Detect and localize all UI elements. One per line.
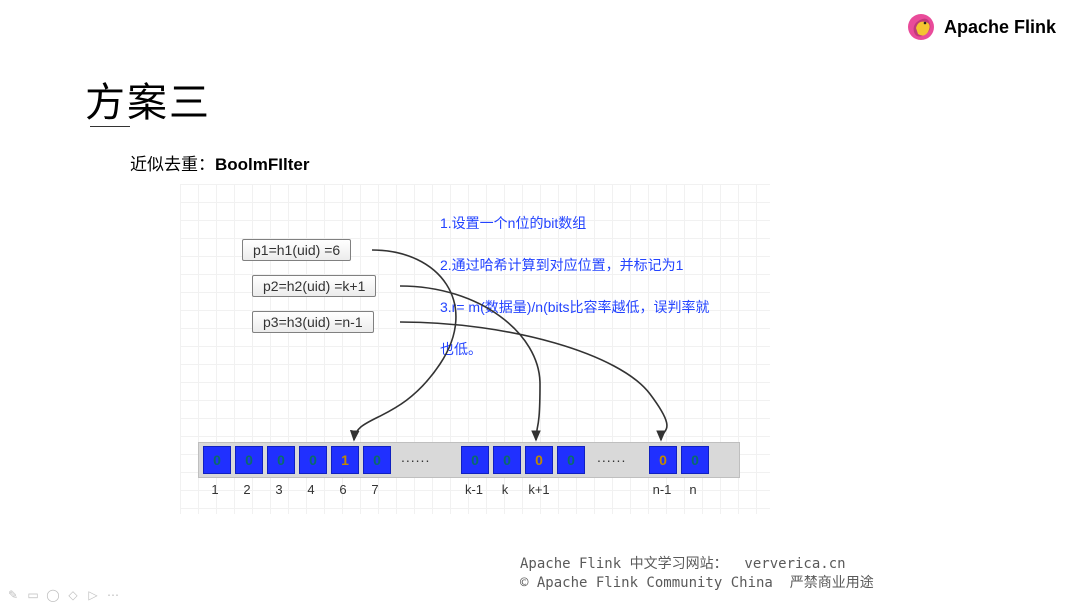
bit-index: k-1 (458, 482, 490, 497)
brand-header: Apache Flink (906, 12, 1056, 42)
bit-cell-hl: 1 (331, 446, 359, 474)
subtitle: 近似去重：BoolmFIlter (130, 150, 309, 175)
explanation-text: 1.设置一个n位的bit数组 2.通过哈希计算到对应位置，并标记为1 3.r= … (440, 192, 750, 360)
bit-index: 7 (362, 482, 388, 497)
pen-icon[interactable]: ✎ (6, 588, 20, 602)
rect-icon[interactable]: ▭ (26, 588, 40, 602)
bit-cell: 0 (267, 446, 295, 474)
editor-toolbar: ✎ ▭ ◯ ◇ ▷ ⋯ (6, 588, 120, 602)
ellipsis: ...... (597, 449, 626, 465)
bit-cell: 0 (557, 446, 585, 474)
hash-box-p1: p1=h1(uid) =6 (242, 239, 351, 261)
bit-cell: 0 (203, 446, 231, 474)
bit-cell: 0 (461, 446, 489, 474)
explain-line-4: 也低。 (440, 341, 482, 357)
bit-index: 1 (202, 482, 228, 497)
hash-box-p2: p2=h2(uid) =k+1 (252, 275, 376, 297)
slide-title: 方案三 (85, 70, 211, 128)
bit-cell: 0 (235, 446, 263, 474)
bloomfilter-diagram: 1.设置一个n位的bit数组 2.通过哈希计算到对应位置，并标记为1 3.r= … (180, 184, 770, 514)
footer-line-2: © Apache Flink Community China 严禁商业用途 (520, 575, 874, 591)
bit-cell: 0 (299, 446, 327, 474)
bit-index: n-1 (646, 482, 678, 497)
pointer-icon[interactable]: ▷ (86, 588, 100, 602)
ellipsis: ...... (401, 449, 430, 465)
bit-index: 2 (234, 482, 260, 497)
bit-index: 6 (330, 482, 356, 497)
subtitle-name: BoolmFIlter (215, 155, 309, 174)
bit-index: n (680, 482, 706, 497)
bit-cell: 0 (363, 446, 391, 474)
bit-index: 4 (298, 482, 324, 497)
circle-icon[interactable]: ◯ (46, 588, 60, 602)
bit-cell: 0 (493, 446, 521, 474)
bit-index: k (492, 482, 518, 497)
title-underline (90, 126, 130, 127)
explain-line-1: 1.设置一个n位的bit数组 (440, 215, 586, 231)
eraser-icon[interactable]: ◇ (66, 588, 80, 602)
bit-index: 3 (266, 482, 292, 497)
explain-line-3: 3.r= m(数据量)/n(bits比容率越低，误判率就 (440, 299, 710, 315)
subtitle-prefix: 近似去重： (130, 155, 215, 174)
footer-text: Apache Flink 中文学习网站： ververica.cn © Apac… (520, 555, 874, 594)
bit-index: k+1 (522, 482, 556, 497)
flink-logo-icon (906, 12, 936, 42)
brand-name: Apache Flink (944, 17, 1056, 38)
bit-cell-hl: 0 (649, 446, 677, 474)
footer-line-1: Apache Flink 中文学习网站： ververica.cn (520, 556, 846, 572)
bit-cell: 0 (681, 446, 709, 474)
bit-array-strip: 0 0 0 0 1 0 ...... 0 0 0 0 ...... 0 0 (198, 442, 740, 478)
more-icon[interactable]: ⋯ (106, 588, 120, 602)
hash-box-p3: p3=h3(uid) =n-1 (252, 311, 374, 333)
bit-cell-hl: 0 (525, 446, 553, 474)
explain-line-2: 2.通过哈希计算到对应位置，并标记为1 (440, 257, 683, 273)
